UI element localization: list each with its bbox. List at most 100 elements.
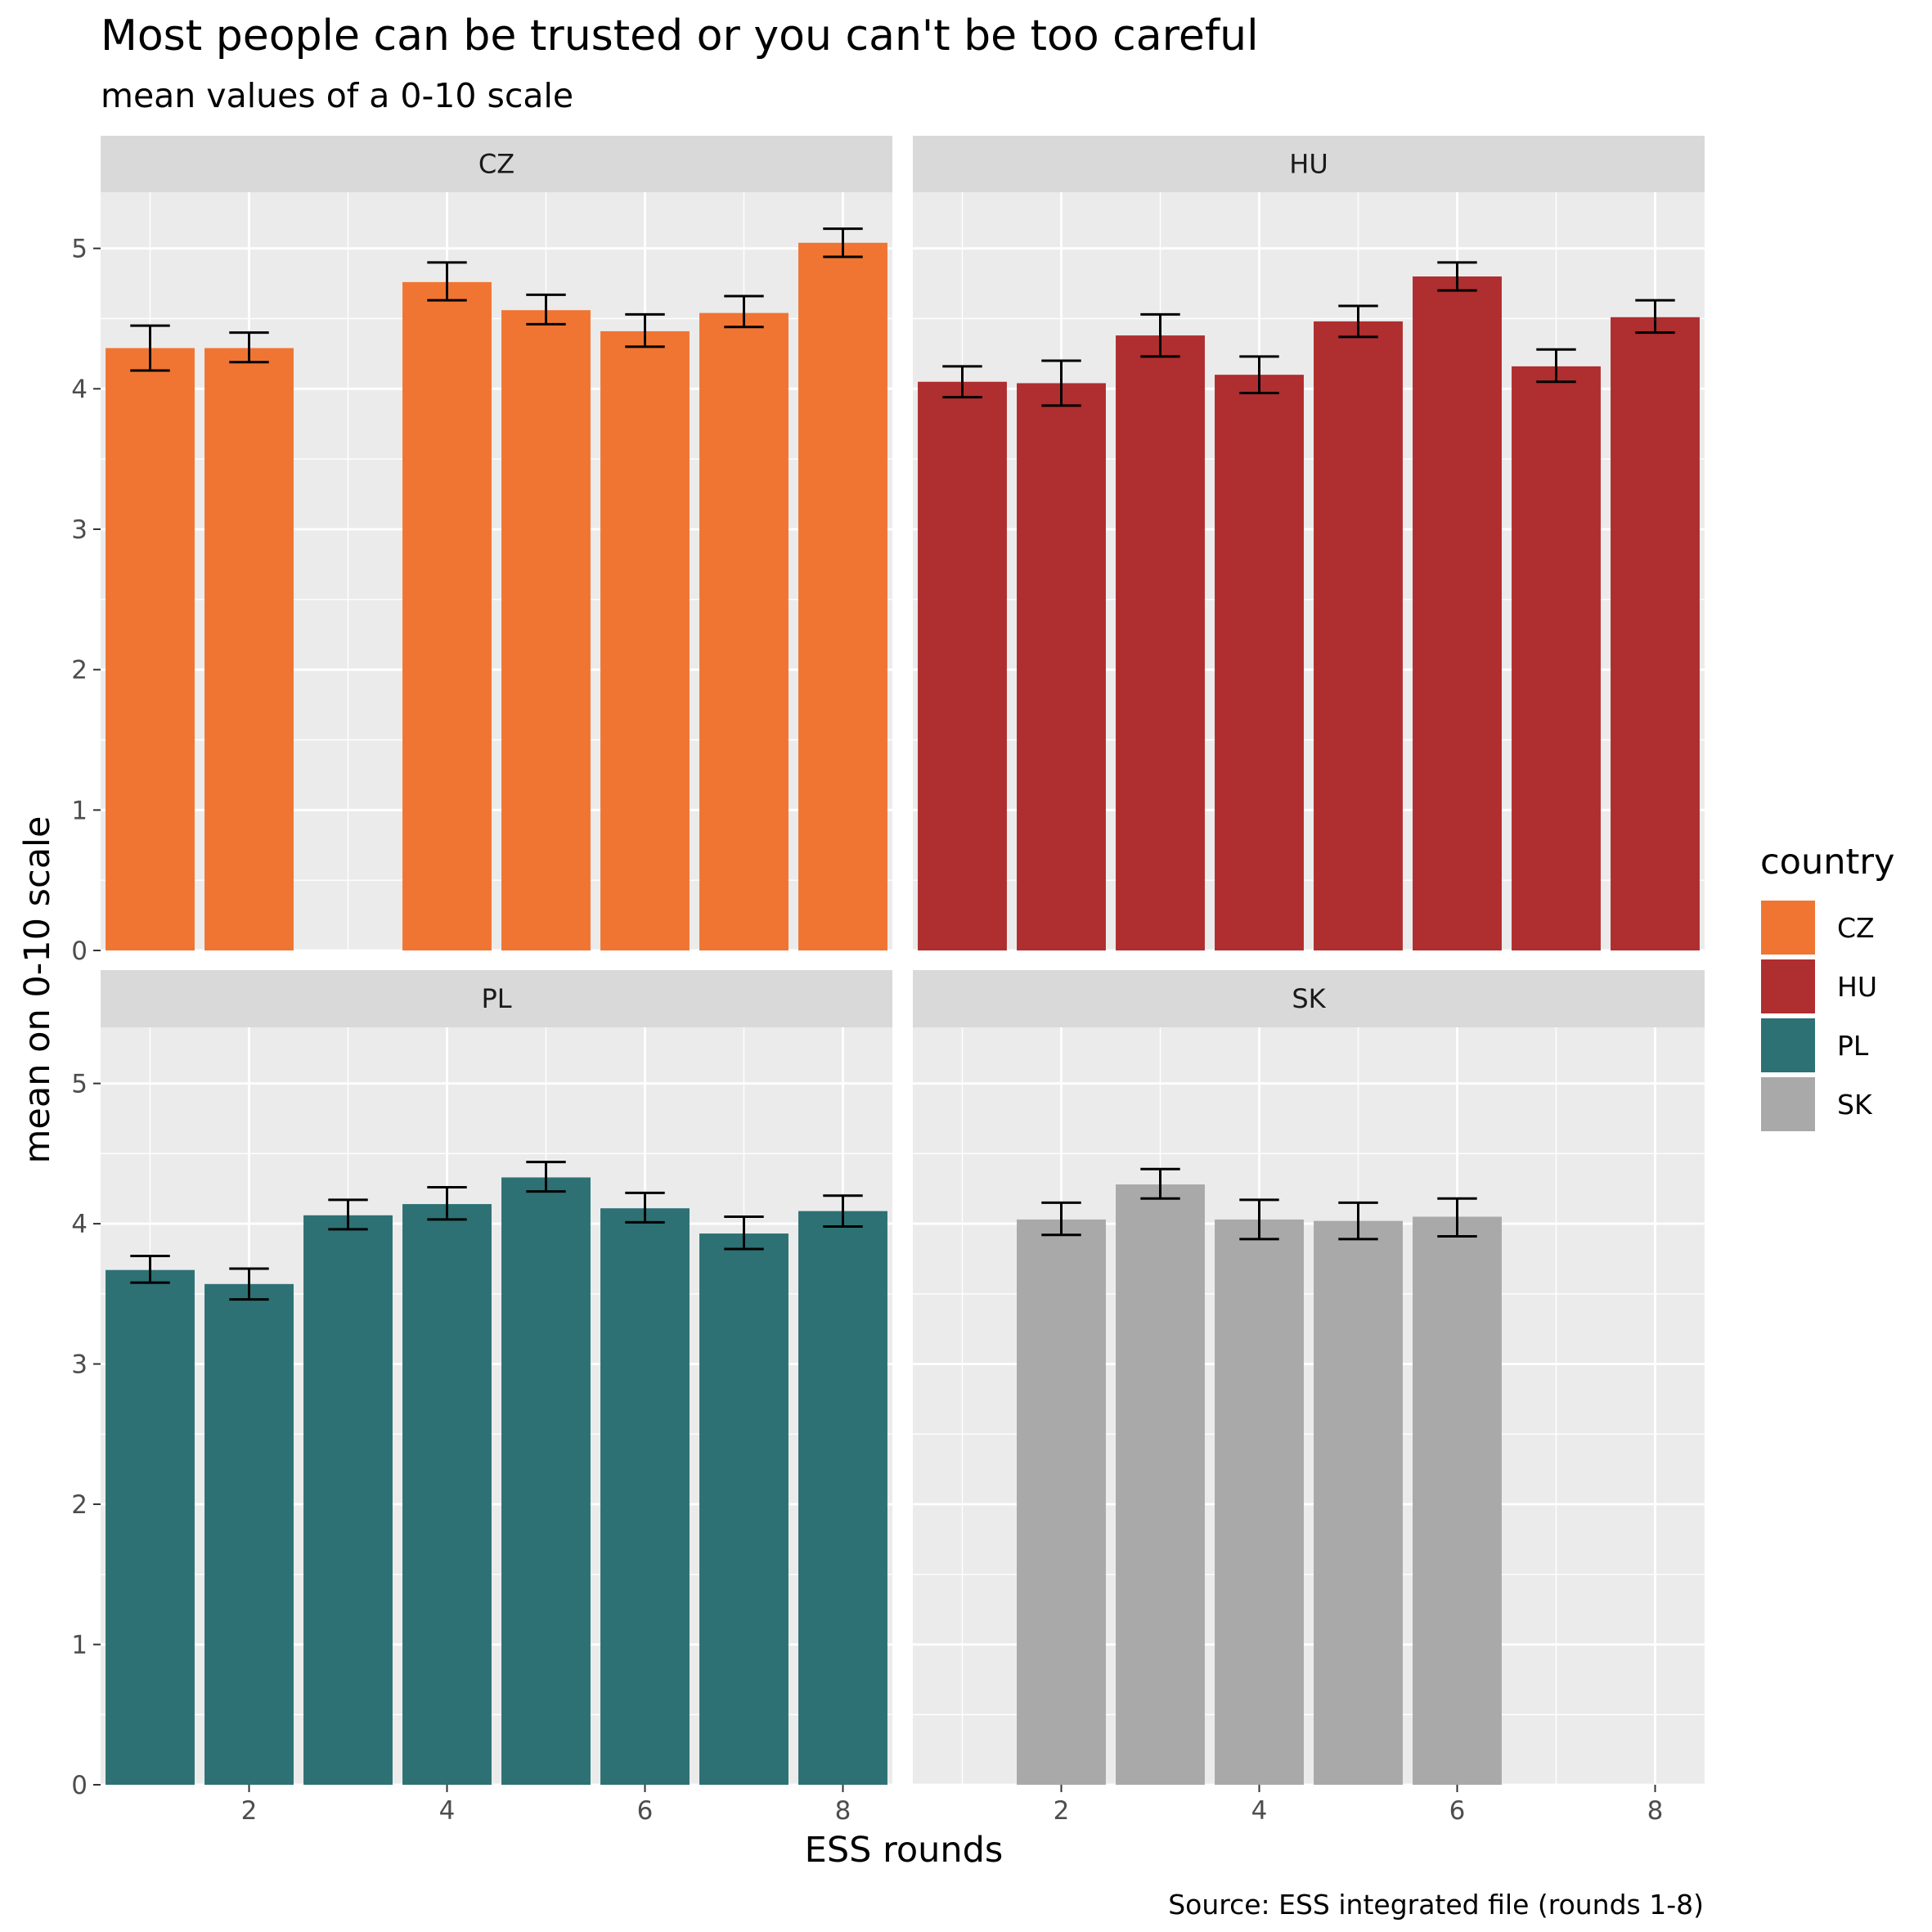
x-axis-title: ESS rounds bbox=[805, 1830, 1004, 1871]
error-bar bbox=[1041, 1201, 1081, 1237]
error-bar bbox=[823, 227, 863, 258]
error-bar bbox=[1239, 355, 1279, 394]
bar-pl-round-2 bbox=[204, 1283, 294, 1785]
facet-strip-label: PL bbox=[481, 983, 511, 1014]
bar-hu-round-8 bbox=[1611, 317, 1700, 950]
x-tick-label: 4 bbox=[439, 1796, 456, 1826]
facet-panels: CZ 0 1 2 3 4 5 HU PL 0 1 2 3 4 5 2 4 6 8 SK 2 4 6 8 bbox=[71, 136, 1705, 1826]
facet-strip bbox=[101, 136, 892, 192]
panel-cz: CZ 0 1 2 3 4 5 bbox=[71, 136, 892, 966]
x-tick-label: 8 bbox=[835, 1796, 851, 1826]
legend-label-sk: SK bbox=[1837, 1089, 1873, 1121]
error-bar bbox=[1635, 299, 1675, 335]
y-tick-label: 1 bbox=[71, 796, 88, 825]
bar-cz-round-6 bbox=[600, 330, 690, 950]
facet-strip bbox=[913, 970, 1705, 1027]
error-bar bbox=[130, 324, 170, 372]
legend-label-hu: HU bbox=[1837, 971, 1877, 1003]
bar-pl-round-3 bbox=[303, 1215, 393, 1785]
y-axis-title: mean on 0-10 scale bbox=[17, 816, 58, 1164]
facet-strip-label: SK bbox=[1292, 983, 1326, 1014]
x-tick-label: 4 bbox=[1251, 1796, 1268, 1826]
bar-pl-round-4 bbox=[402, 1204, 492, 1785]
bar-hu-round-3 bbox=[1116, 335, 1205, 951]
legend-key-pl bbox=[1759, 1017, 1817, 1074]
bar-pl-round-5 bbox=[501, 1177, 591, 1785]
error-bar bbox=[1437, 1197, 1477, 1238]
facet-strip bbox=[913, 136, 1705, 192]
bar-pl-round-6 bbox=[600, 1208, 690, 1785]
x-tick-label: 2 bbox=[1054, 1796, 1070, 1826]
legend-key-cz bbox=[1759, 899, 1817, 956]
bar-sk-round-3 bbox=[1116, 1184, 1205, 1785]
bar-hu-round-7 bbox=[1512, 366, 1601, 950]
y-tick-label: 1 bbox=[71, 1631, 88, 1660]
y-tick-label: 3 bbox=[71, 515, 88, 545]
error-bar bbox=[526, 1161, 566, 1193]
error-bar bbox=[625, 312, 665, 348]
error-bar bbox=[1338, 1201, 1378, 1241]
bar-cz-round-8 bbox=[798, 242, 887, 950]
error-bar bbox=[526, 293, 566, 326]
bar-cz-round-7 bbox=[699, 312, 789, 951]
error-bar bbox=[823, 1194, 863, 1229]
panel-pl: PL 0 1 2 3 4 5 2 4 6 8 bbox=[71, 970, 892, 1826]
error-bar bbox=[328, 1198, 368, 1231]
x-tick-label: 6 bbox=[637, 1796, 654, 1826]
bar-pl-round-7 bbox=[699, 1233, 789, 1785]
y-tick-label: 0 bbox=[71, 937, 88, 966]
y-tick-label: 2 bbox=[71, 656, 88, 685]
bar-cz-round-4 bbox=[402, 281, 492, 950]
panel-hu: HU bbox=[913, 136, 1705, 952]
legend-label-cz: CZ bbox=[1837, 912, 1875, 944]
chart-subtitle: mean values of a 0-10 scale bbox=[101, 76, 573, 115]
error-bar bbox=[1140, 312, 1180, 358]
bar-cz-round-2 bbox=[204, 348, 294, 950]
facet-strip-label: HU bbox=[1289, 149, 1328, 180]
bar-sk-round-4 bbox=[1215, 1219, 1304, 1785]
error-bar bbox=[229, 1267, 269, 1301]
y-tick-label: 5 bbox=[71, 1070, 88, 1099]
legend: country CZ HU PL SK bbox=[1759, 842, 1894, 1133]
error-bar bbox=[625, 1191, 665, 1224]
bar-hu-round-4 bbox=[1215, 375, 1304, 951]
facet-strip-label: CZ bbox=[479, 149, 514, 180]
error-bar bbox=[1239, 1198, 1279, 1241]
bar-hu-round-6 bbox=[1413, 276, 1502, 950]
legend-label-pl: PL bbox=[1837, 1030, 1869, 1062]
error-bar bbox=[229, 331, 269, 364]
legend-title: country bbox=[1760, 842, 1894, 883]
x-tick-label: 2 bbox=[241, 1796, 258, 1826]
bar-pl-round-8 bbox=[798, 1211, 887, 1785]
panel-sk: SK 2 4 6 8 bbox=[913, 970, 1705, 1826]
error-bar bbox=[1338, 304, 1378, 339]
bar-pl-round-1 bbox=[106, 1269, 195, 1785]
bar-sk-round-2 bbox=[1017, 1219, 1106, 1785]
y-tick-label: 3 bbox=[71, 1350, 88, 1380]
facet-strip bbox=[101, 970, 892, 1027]
source-caption: Source: ESS integrated file (rounds 1-8) bbox=[1168, 1889, 1704, 1921]
error-bar bbox=[1041, 359, 1081, 407]
error-bar bbox=[724, 294, 764, 329]
bar-hu-round-5 bbox=[1314, 321, 1403, 950]
bar-hu-round-2 bbox=[1017, 383, 1106, 950]
legend-key-sk bbox=[1759, 1076, 1817, 1133]
error-bar bbox=[724, 1215, 764, 1251]
error-bar bbox=[130, 1255, 170, 1284]
x-tick-label: 8 bbox=[1647, 1796, 1664, 1826]
bar-cz-round-1 bbox=[106, 348, 195, 950]
legend-key-hu bbox=[1759, 958, 1817, 1015]
y-tick-label: 5 bbox=[71, 235, 88, 264]
y-tick-label: 2 bbox=[71, 1490, 88, 1520]
y-tick-label: 0 bbox=[71, 1771, 88, 1800]
chart-title: Most people can be trusted or you can't … bbox=[101, 11, 1259, 61]
bar-sk-round-6 bbox=[1413, 1216, 1502, 1785]
error-bar bbox=[427, 261, 467, 302]
bar-hu-round-1 bbox=[918, 381, 1007, 950]
y-tick-label: 4 bbox=[71, 1210, 88, 1239]
y-tick-label: 4 bbox=[71, 375, 88, 404]
error-bar bbox=[1536, 348, 1576, 384]
error-bar bbox=[427, 1185, 467, 1221]
error-bar bbox=[1140, 1167, 1180, 1200]
